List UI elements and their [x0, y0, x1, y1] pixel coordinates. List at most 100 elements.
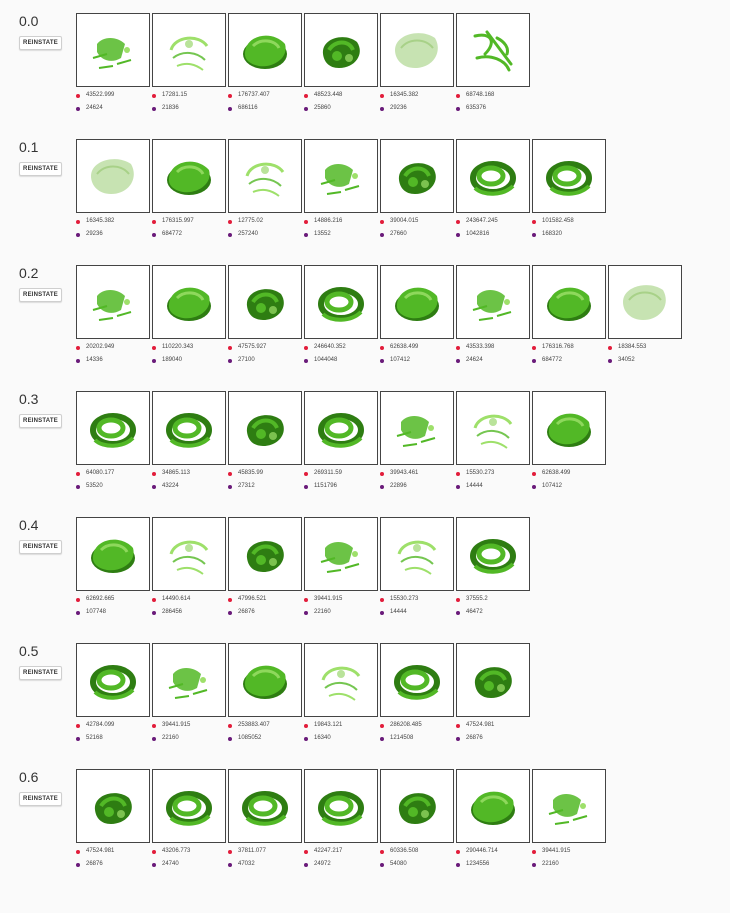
reinstate-button[interactable]: REINSTATE	[19, 540, 62, 554]
reinstate-button[interactable]: REINSTATE	[19, 36, 62, 50]
shape-thumbnail[interactable]	[304, 139, 378, 213]
shape-thumbnail[interactable]	[152, 13, 226, 87]
shape-thumbnail[interactable]	[380, 517, 454, 591]
reinstate-button[interactable]: REINSTATE	[19, 792, 62, 806]
shape-thumbnail[interactable]	[228, 139, 302, 213]
shape-thumbnail[interactable]	[456, 643, 530, 717]
reinstate-button[interactable]: REINSTATE	[19, 162, 62, 176]
purple-dot-icon	[76, 485, 80, 489]
shape-render	[169, 540, 209, 575]
metric-value: 24624	[466, 357, 483, 363]
shape-thumbnail[interactable]	[304, 517, 378, 591]
metric-2: 34052	[608, 356, 682, 369]
shape-thumbnail[interactable]	[380, 391, 454, 465]
shape-thumbnail[interactable]	[532, 139, 606, 213]
candidate-card: 16345.382 29236	[76, 139, 150, 243]
shape-thumbnail[interactable]	[76, 265, 150, 339]
shape-thumbnail[interactable]	[76, 643, 150, 717]
metric-value: 20202.949	[86, 344, 115, 350]
candidate-card: 286208.485 1214508	[380, 643, 454, 747]
shape-thumbnail[interactable]	[456, 13, 530, 87]
shape-thumbnail[interactable]	[228, 391, 302, 465]
metric-1: 39004.015	[380, 217, 454, 230]
candidate-card: 39441.915 22160	[304, 517, 378, 621]
metric-value: 286456	[162, 609, 183, 615]
reinstate-button[interactable]: REINSTATE	[19, 288, 62, 302]
red-dot-icon	[532, 850, 536, 854]
candidate-card: 20202.949 14336	[76, 265, 150, 369]
shape-thumbnail[interactable]	[532, 769, 606, 843]
shape-thumbnail[interactable]	[304, 391, 378, 465]
shape-render	[396, 416, 436, 447]
shape-thumbnail[interactable]	[152, 643, 226, 717]
metric-2: 46472	[456, 608, 530, 621]
shape-thumbnail[interactable]	[380, 13, 454, 87]
metric-2: 26876	[228, 608, 302, 621]
shape-thumbnail[interactable]	[228, 517, 302, 591]
shape-thumbnail[interactable]	[76, 391, 150, 465]
red-dot-icon	[456, 346, 460, 350]
shape-thumbnail[interactable]	[532, 391, 606, 465]
shape-thumbnail[interactable]	[76, 517, 150, 591]
metric-1: 48523.448	[304, 91, 378, 104]
shape-thumbnail[interactable]	[304, 643, 378, 717]
shape-thumbnail[interactable]	[380, 769, 454, 843]
generation-label: 0.3	[19, 391, 39, 407]
shape-thumbnail[interactable]	[152, 391, 226, 465]
candidate-card: 15530.273 14444	[456, 391, 530, 495]
red-dot-icon	[152, 220, 156, 224]
shape-thumbnail[interactable]	[304, 769, 378, 843]
metric-2: 29236	[380, 104, 454, 117]
metric-value: 39441.915	[542, 848, 571, 854]
shape-thumbnail[interactable]	[228, 769, 302, 843]
purple-dot-icon	[304, 737, 308, 741]
candidate-card: 14886.216 13552	[304, 139, 378, 243]
shape-thumbnail[interactable]	[152, 517, 226, 591]
shape-thumbnail[interactable]	[304, 13, 378, 87]
metric-value: 24624	[86, 105, 103, 111]
red-dot-icon	[76, 598, 80, 602]
shape-thumbnail[interactable]	[76, 769, 150, 843]
shape-render	[473, 30, 513, 72]
shape-thumbnail[interactable]	[152, 265, 226, 339]
red-dot-icon	[228, 346, 232, 350]
metric-2: 13552	[304, 230, 378, 243]
metric-value: 54080	[390, 861, 407, 867]
shape-thumbnail[interactable]	[76, 13, 150, 87]
shape-thumbnail[interactable]	[152, 769, 226, 843]
metric-value: 48523.448	[314, 92, 343, 98]
shape-thumbnail[interactable]	[228, 13, 302, 87]
reinstate-button[interactable]: REINSTATE	[19, 414, 62, 428]
reinstate-button[interactable]: REINSTATE	[19, 666, 62, 680]
shape-thumbnail[interactable]	[380, 139, 454, 213]
shape-thumbnail[interactable]	[456, 769, 530, 843]
shape-thumbnail[interactable]	[228, 643, 302, 717]
metric-value: 15530.273	[390, 596, 419, 602]
metric-value: 39004.015	[390, 218, 419, 224]
shape-thumbnail[interactable]	[76, 139, 150, 213]
metric-value: 14336	[86, 357, 103, 363]
metric-value: 14886.216	[314, 218, 343, 224]
candidate-card: 43522.999 24624	[76, 13, 150, 117]
shape-thumbnail[interactable]	[228, 265, 302, 339]
metric-1: 176316.768	[532, 343, 606, 356]
shape-thumbnail[interactable]	[456, 139, 530, 213]
metric-2: 24624	[456, 356, 530, 369]
shape-render	[168, 668, 208, 699]
metric-2: 29236	[76, 230, 150, 243]
metric-1: 68748.168	[456, 91, 530, 104]
shape-thumbnail[interactable]	[532, 265, 606, 339]
purple-dot-icon	[532, 233, 536, 237]
purple-dot-icon	[532, 485, 536, 489]
shape-thumbnail[interactable]	[380, 643, 454, 717]
metric-1: 18384.553	[608, 343, 682, 356]
shape-thumbnail[interactable]	[380, 265, 454, 339]
shape-thumbnail[interactable]	[152, 139, 226, 213]
shape-thumbnail[interactable]	[456, 517, 530, 591]
candidate-card: 62692.665 107748	[76, 517, 150, 621]
shape-thumbnail[interactable]	[304, 265, 378, 339]
shape-thumbnail[interactable]	[456, 391, 530, 465]
shape-thumbnail[interactable]	[608, 265, 682, 339]
metric-value: 47524.981	[466, 722, 495, 728]
shape-thumbnail[interactable]	[456, 265, 530, 339]
